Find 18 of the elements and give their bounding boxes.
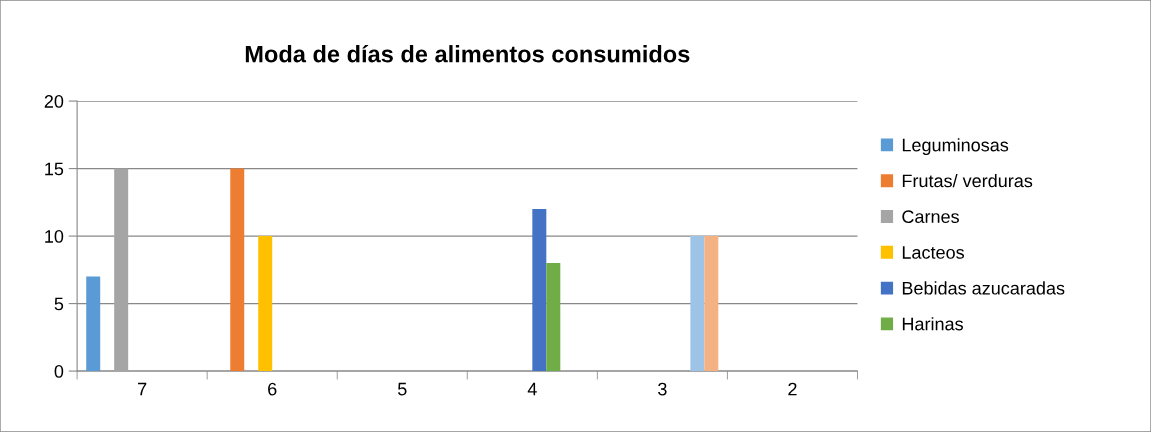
legend-label: Lacteos — [902, 246, 964, 259]
x-tick-label: 2 — [788, 382, 797, 396]
x-tick-label: 3 — [658, 382, 667, 396]
x-tick-label: 5 — [397, 382, 407, 396]
chart-title: Moda de días de alimentos consumidos — [245, 44, 690, 63]
y-tick-label: 5 — [54, 297, 64, 311]
legend-label: Bebidas azucaradas — [902, 281, 1065, 295]
legend-label: Carnes — [902, 210, 959, 224]
y-tick-label: 15 — [45, 162, 64, 176]
legend-label: Harinas — [902, 317, 963, 331]
x-tick-label: 7 — [138, 382, 147, 396]
legend-label: Leguminosas — [902, 138, 1009, 156]
y-tick-label: 10 — [45, 230, 64, 243]
legend-label: Frutas/ verduras — [902, 173, 1033, 188]
y-tick-label: 0 — [54, 365, 64, 378]
y-tick-label: 20 — [44, 95, 64, 108]
x-tick-label: 6 — [268, 382, 277, 396]
x-tick-label: 4 — [527, 382, 537, 396]
